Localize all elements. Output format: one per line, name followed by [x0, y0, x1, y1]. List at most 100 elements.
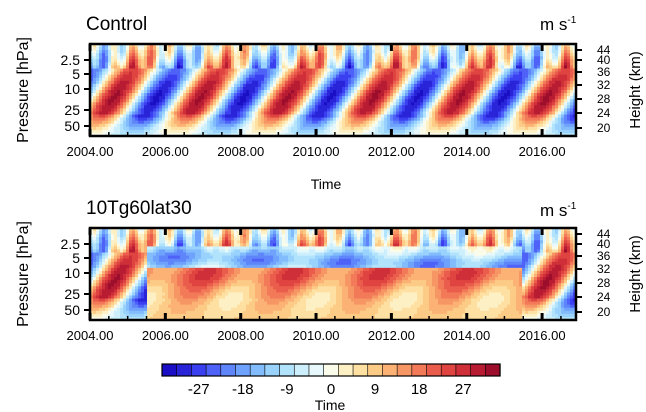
heatmap-cell: [117, 86, 121, 91]
heatmap-cell: [363, 126, 367, 131]
heatmap-cell: [441, 117, 445, 122]
heatmap-cell: [537, 129, 541, 134]
heatmap-cell: [348, 93, 352, 97]
heatmap-cell: [171, 105, 175, 109]
heatmap-cell: [369, 120, 373, 125]
heatmap-cell: [111, 123, 115, 128]
heatmap-cell: [330, 96, 334, 100]
heatmap-cell: [390, 102, 394, 106]
heatmap-cell: [552, 68, 556, 73]
heatmap-cell: [201, 93, 205, 97]
heatmap-cell: [543, 80, 547, 85]
heatmap-cell: [384, 93, 388, 97]
heatmap-cell: [159, 90, 163, 94]
heatmap-cell: [417, 93, 421, 97]
heatmap-cell: [309, 111, 313, 116]
heatmap-cell: [264, 44, 268, 48]
heatmap-cell: [468, 102, 472, 106]
heatmap-cell: [513, 111, 517, 116]
heatmap-cell: [117, 123, 121, 128]
heatmap-cell: [390, 53, 394, 57]
heatmap-cell: [471, 96, 475, 100]
heatmap-cell: [264, 93, 268, 97]
heatmap-cell: [198, 90, 202, 94]
heatmap-cell: [111, 228, 115, 232]
heatmap-cell: [147, 120, 151, 125]
heatmap-cell: [333, 90, 337, 94]
heatmap-cell: [408, 56, 412, 60]
heatmap-cell: [504, 86, 508, 91]
heatmap-cell: [165, 50, 169, 54]
heatmap-cell: [285, 53, 289, 57]
heatmap-cell: [129, 96, 133, 100]
heatmap-cell: [315, 105, 319, 109]
heatmap-cell: [549, 65, 553, 70]
heatmap-cell: [111, 96, 115, 100]
heatmap-cell: [432, 86, 436, 91]
heatmap-cell: [225, 108, 229, 113]
heatmap-cell: [324, 44, 328, 48]
heatmap-cell: [435, 96, 439, 100]
heatmap-cell: [108, 99, 112, 103]
heatmap-cell: [192, 120, 196, 125]
heatmap-cell: [510, 126, 514, 131]
heatmap-cell: [492, 86, 496, 91]
heatmap-cell: [333, 93, 337, 97]
heatmap-cell: [120, 47, 124, 51]
heatmap-cell: [477, 86, 481, 91]
heatmap-cell: [501, 83, 505, 88]
heatmap-cell: [459, 123, 463, 128]
heatmap-cell: [396, 80, 400, 85]
heatmap-cell: [90, 129, 94, 134]
heatmap-cell: [339, 96, 343, 100]
heatmap-cell: [525, 77, 529, 82]
heatmap-cell: [423, 80, 427, 85]
heatmap-cell: [468, 114, 472, 119]
heatmap-cell: [522, 123, 526, 128]
heatmap-cell: [273, 59, 277, 63]
heatmap-cell: [267, 65, 271, 70]
heatmap-cell: [411, 102, 415, 106]
heatmap-cell: [285, 93, 289, 97]
heatmap-cell: [513, 68, 517, 73]
heatmap-cell: [426, 93, 430, 97]
heatmap-cell: [207, 120, 211, 125]
heatmap-cell: [144, 86, 148, 91]
heatmap-cell: [144, 83, 148, 88]
heatmap-cell: [501, 44, 505, 48]
heatmap-cell: [534, 120, 538, 125]
heatmap-cell: [270, 47, 274, 51]
heatmap-cell: [204, 50, 208, 54]
heatmap-cell: [480, 129, 484, 134]
heatmap-cell: [177, 86, 181, 91]
heatmap-cell: [435, 56, 439, 60]
heatmap-cell: [375, 123, 379, 128]
heatmap-cell: [102, 93, 106, 97]
heatmap-cell: [198, 68, 202, 73]
heatmap-cell: [243, 228, 247, 232]
heatmap-cell: [510, 114, 514, 119]
heatmap-cell: [180, 111, 184, 116]
heatmap-cell: [411, 129, 415, 134]
heatmap-cell: [555, 108, 559, 113]
heatmap-cell: [567, 132, 571, 136]
heatmap-cell: [153, 123, 157, 128]
heatmap-cell: [183, 99, 187, 103]
heatmap-cell: [543, 117, 547, 122]
heatmap-cell: [501, 47, 505, 51]
heatmap-cell: [117, 120, 121, 125]
heatmap-cell: [291, 114, 295, 119]
heatmap-cell: [243, 96, 247, 100]
heatmap-cell: [123, 65, 127, 70]
heatmap-cell: [132, 44, 136, 48]
heatmap-cell: [321, 132, 325, 136]
heatmap-cell: [105, 120, 109, 125]
heatmap-cell: [201, 56, 205, 60]
heatmap-cell: [150, 111, 154, 116]
heatmap-cell: [324, 71, 328, 76]
heatmap-cell: [318, 126, 322, 131]
heatmap-cell: [264, 59, 268, 63]
heatmap-cell: [168, 83, 172, 88]
heatmap-cell: [366, 77, 370, 82]
heatmap-cell: [168, 56, 172, 60]
